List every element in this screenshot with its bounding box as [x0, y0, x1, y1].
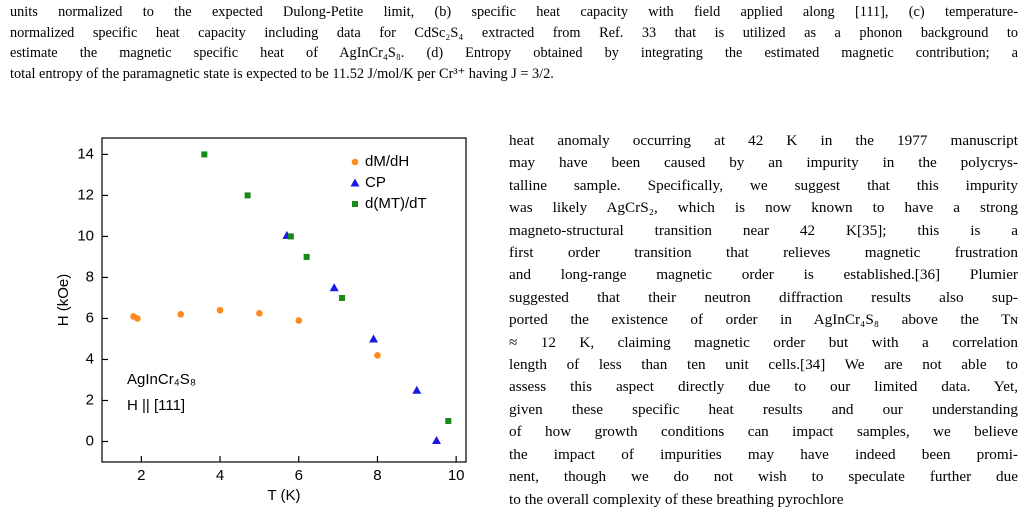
legend-label: dM/dH [365, 153, 409, 170]
x-axis-label: T (K) [267, 487, 300, 504]
y-tick-label: 6 [86, 309, 94, 326]
text-line: and long-range magnetic order is establi… [509, 266, 1018, 284]
data-point [134, 315, 141, 322]
y-axis-label: H (kOe) [55, 274, 72, 327]
text-line: estimate the magnetic specific heat of A… [10, 45, 1018, 61]
text-line: given these specific heat results and ou… [509, 400, 1018, 418]
x-tick-label: 6 [295, 467, 303, 484]
data-point [431, 435, 441, 444]
data-point [339, 294, 346, 301]
data-point [329, 283, 339, 292]
data-point [201, 151, 208, 158]
legend-label: d(MT)/dT [365, 195, 427, 212]
x-tick-label: 4 [216, 467, 224, 484]
text-line: total entropy of the paramagnetic state … [10, 65, 554, 82]
text-line: the impact of impurities may have indeed… [509, 445, 1018, 463]
data-point [412, 385, 422, 394]
data-point [177, 311, 185, 318]
y-tick-label: 4 [86, 350, 94, 367]
legend-marker [351, 158, 359, 166]
data-point [374, 352, 381, 359]
text-line: magneto-structural transition near 42 K[… [509, 221, 1018, 239]
text-line: to the overall complexity of these breat… [509, 490, 844, 508]
text-line: first order transition that relieves mag… [509, 244, 1018, 262]
annotation: H || [111] [127, 397, 185, 414]
text-line: heat anomaly occurring at 42 K in the 19… [509, 132, 1018, 149]
data-point [445, 417, 452, 424]
text-line: assess this aspect directly due to our l… [509, 378, 1018, 396]
legend-marker [352, 201, 358, 207]
x-tick-label: 10 [448, 467, 465, 484]
text-line: talline sample. Specifically, we suggest… [509, 176, 1018, 194]
annotation: AgInCr₄S₈ [127, 371, 196, 388]
x-tick-label: 2 [137, 467, 145, 484]
y-tick-label: 14 [77, 145, 94, 162]
text-line: of how growth conditions can impact samp… [509, 423, 1018, 441]
body-text: heat anomaly occurring at 42 K in the 19… [509, 130, 1018, 511]
data-point [216, 306, 224, 314]
plot-frame [101, 137, 467, 463]
y-tick-label: 2 [86, 391, 94, 408]
y-tick-label: 0 [86, 432, 94, 449]
y-tick-label: 12 [77, 186, 94, 203]
data-point [295, 317, 303, 324]
data-point [369, 334, 379, 343]
x-tick-label: 8 [373, 467, 381, 484]
text-line: may have been caused by an impurity in t… [509, 154, 1018, 172]
data-point [244, 192, 251, 199]
legend-label: CP [365, 174, 386, 191]
text-line: was likely AgCrS₂, which is now known to… [509, 199, 1018, 217]
chart: 2 4 6 8 10 0 2 4 6 8 10 12 14 T (K) H (kOe) AgInCr₄S₈ H … [55, 137, 467, 504]
text-line: ≈ 12 K, claiming magnetic order but with… [509, 333, 1018, 351]
data-point [256, 310, 263, 317]
data-point [303, 253, 310, 260]
text-line: units normalized to the expected Dulong-… [10, 4, 1018, 20]
y-tick-label: 10 [77, 227, 94, 244]
text-line: suggested that their neutron diffraction… [509, 288, 1018, 306]
data-point [287, 233, 294, 240]
figure-caption: units normalized to the expected Dulong-… [10, 2, 1018, 84]
text-line: ported the existence of order in AgInCr₄… [509, 311, 1018, 329]
text-line: nent, though we do not wish to speculate… [509, 468, 1018, 486]
y-tick-label: 8 [86, 268, 94, 285]
text-line: length of less than ten unit cells.[34] … [509, 356, 1018, 374]
legend-marker [350, 178, 360, 187]
text-line: normalized specific heat capacity includ… [10, 24, 1018, 41]
